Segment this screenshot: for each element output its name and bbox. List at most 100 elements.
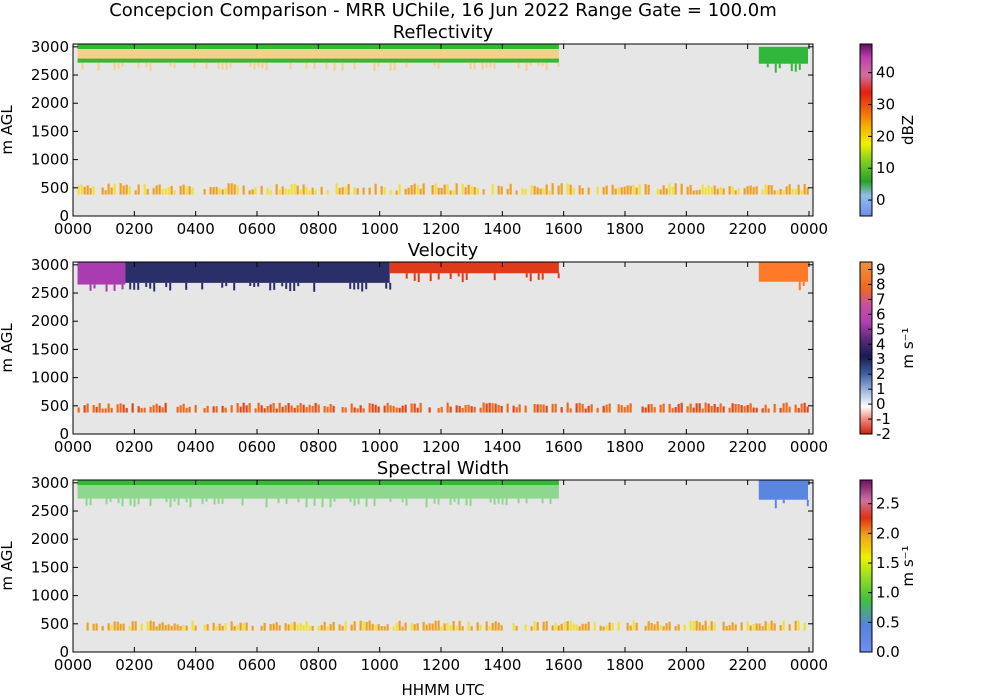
- echo-mark: [524, 624, 527, 631]
- echo-mark: [752, 624, 755, 631]
- fringe-mark: [117, 62, 120, 70]
- fringe-mark: [217, 62, 220, 70]
- echo-mark: [224, 188, 227, 195]
- y-tick-label: 500: [40, 397, 69, 415]
- panel-title: Velocity: [408, 240, 479, 261]
- echo-mark: [410, 622, 413, 631]
- echo-mark: [497, 622, 500, 631]
- echo-mark: [212, 406, 215, 413]
- y-tick-label: 2000: [31, 312, 69, 330]
- fringe-mark: [189, 498, 192, 508]
- echo-mark: [587, 187, 590, 195]
- echo-mark: [686, 406, 689, 413]
- y-axis-label: m AGL: [0, 323, 16, 373]
- fringe-mark: [461, 273, 464, 283]
- echo-mark: [470, 406, 473, 413]
- echo-mark: [605, 625, 608, 631]
- y-tick-label: 1000: [31, 369, 69, 387]
- echo-mark: [119, 183, 122, 195]
- fringe-mark: [81, 62, 84, 70]
- echo-mark: [749, 625, 752, 631]
- fringe-mark: [405, 273, 408, 279]
- echo-mark: [89, 187, 92, 195]
- echo-mark: [797, 407, 800, 413]
- echo-mark: [734, 190, 737, 195]
- echo-mark: [269, 404, 272, 413]
- echo-mark: [794, 404, 797, 413]
- echo-mark: [485, 403, 488, 413]
- x-tick-label: 0200: [115, 438, 153, 456]
- echo-mark: [338, 187, 341, 195]
- echo-mark: [143, 407, 146, 413]
- echo-mark: [158, 184, 161, 195]
- echo-mark: [569, 621, 572, 631]
- fringe-mark: [389, 498, 392, 502]
- fringe-mark: [289, 62, 292, 69]
- echo-mark: [350, 624, 353, 631]
- fringe-mark: [225, 282, 228, 287]
- echo-mark: [260, 185, 263, 195]
- echo-mark: [626, 405, 629, 413]
- fringe-mark: [365, 498, 368, 507]
- colorbar-tick-label: 40: [876, 64, 895, 82]
- echo-mark: [623, 186, 626, 195]
- echo-mark: [368, 620, 371, 631]
- echo-mark: [452, 190, 455, 195]
- fringe-mark: [221, 62, 224, 70]
- echo-mark: [95, 406, 98, 413]
- echo-mark: [533, 621, 536, 631]
- echo-mark: [434, 620, 437, 631]
- echo-mark: [794, 189, 797, 195]
- colorbar-gradient: [859, 261, 873, 435]
- fringe-mark: [529, 273, 532, 282]
- echo-mark: [677, 403, 680, 413]
- echo-mark: [266, 406, 269, 413]
- echo-mark: [152, 405, 155, 413]
- echo-mark: [467, 621, 470, 631]
- echo-mark: [578, 185, 581, 195]
- fringe-mark: [153, 282, 156, 292]
- fringe-mark: [405, 62, 408, 68]
- echo-mark: [110, 187, 113, 195]
- echo-mark: [704, 402, 707, 413]
- echo-mark: [281, 186, 284, 195]
- echo-mark: [326, 190, 329, 195]
- x-tick-label: 0800: [299, 220, 337, 238]
- echo-mark: [422, 621, 425, 631]
- echo-mark: [176, 406, 179, 413]
- echo-mark: [164, 625, 167, 631]
- x-tick-label: 2200: [729, 220, 767, 238]
- echo-mark: [530, 626, 533, 631]
- echo-mark: [290, 184, 293, 195]
- echo-mark: [392, 626, 395, 631]
- echo-mark: [716, 188, 719, 195]
- echo-mark: [278, 189, 281, 195]
- echo-mark: [767, 623, 770, 631]
- echo-mark: [83, 405, 86, 413]
- echo-mark: [185, 185, 188, 195]
- echo-mark: [374, 404, 377, 413]
- echo-mark: [233, 626, 236, 631]
- echo-mark: [413, 183, 416, 195]
- echo-mark: [785, 186, 788, 195]
- fringe-mark: [285, 498, 288, 504]
- echo-mark: [665, 188, 668, 195]
- x-tick-label: 0800: [299, 438, 337, 456]
- cloud-band: [125, 262, 390, 283]
- echo-mark: [707, 185, 710, 195]
- echo-mark: [158, 623, 161, 631]
- fringe-mark: [313, 62, 316, 69]
- echo-mark: [284, 188, 287, 195]
- echo-mark: [752, 187, 755, 195]
- cloud-band: [77, 262, 126, 285]
- echo-mark: [287, 189, 290, 195]
- fringe-mark: [213, 498, 216, 505]
- echo-mark: [125, 408, 128, 413]
- echo-mark: [356, 408, 359, 413]
- echo-mark: [596, 186, 599, 195]
- fringe-mark: [389, 282, 392, 290]
- y-tick-label: 2000: [31, 530, 69, 548]
- echo-mark: [545, 184, 548, 195]
- echo-mark: [755, 186, 758, 195]
- echo-mark: [785, 402, 788, 413]
